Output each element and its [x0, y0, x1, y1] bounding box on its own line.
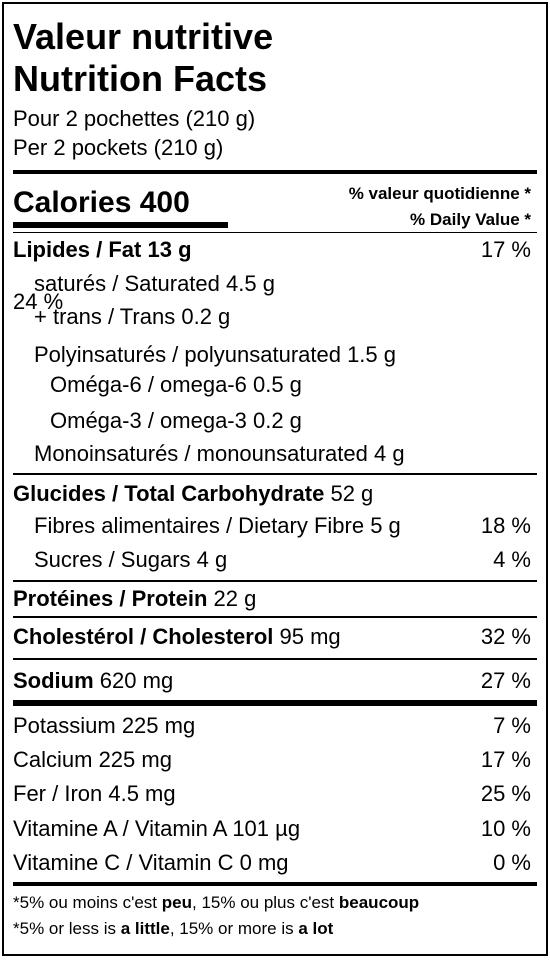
potassium-percent: 7 % [493, 713, 531, 738]
footnote-fr: *5% ou moins c'est peu, 15% ou plus c'es… [13, 893, 420, 912]
protein-label: Protéines / Protein [13, 586, 208, 611]
iron-percent: 25 % [480, 781, 531, 806]
sodium-label: Sodium [13, 668, 94, 693]
cholesterol-row: Cholestérol / Cholesterol 95 mg 32 % [13, 621, 531, 653]
daily-value-header-en: % Daily Value * [410, 210, 531, 229]
thick-divider [13, 882, 537, 886]
footnote-en: *5% or less is a little, 15% or more is … [13, 919, 334, 938]
cholesterol-label: Cholestérol / Cholesterol [13, 624, 274, 649]
protein-amount: 22 g [213, 586, 257, 611]
fibre-row: Fibres alimentaires / Dietary Fibre 5 g … [34, 510, 531, 542]
list-item: Vitamine A / Vitamin A 101 µg 10 % [13, 813, 531, 845]
calories: Calories 400 [13, 186, 190, 219]
iron-label: Fer / Iron 4.5 mg [13, 781, 176, 806]
serving-size-fr: Pour 2 pochettes (210 g) [13, 106, 256, 131]
fibre-label: Fibres alimentaires / Dietary Fibre 5 g [34, 513, 401, 538]
divider [13, 616, 537, 618]
sugars-percent: 4 % [493, 547, 531, 572]
fat-label: Lipides / Fat [13, 237, 142, 262]
carbohydrate-row: Glucides / Total Carbohydrate 52 g [13, 478, 531, 510]
vitamin-a-percent: 10 % [480, 816, 531, 841]
divider [13, 473, 537, 475]
sugars-label: Sucres / Sugars 4 g [34, 547, 228, 572]
cholesterol-amount: 95 mg [279, 624, 341, 649]
sodium-amount: 620 mg [99, 668, 174, 693]
cholesterol-percent: 32 % [480, 624, 531, 649]
divider [13, 232, 537, 233]
fibre-percent: 18 % [480, 513, 531, 538]
list-item: Fer / Iron 4.5 mg 25 % [13, 778, 531, 810]
list-item: Vitamine C / Vitamin C 0 mg 0 % [13, 847, 531, 879]
polyunsaturated-fat: Polyinsaturés / polyunsaturated 1.5 g [34, 342, 397, 367]
vitamin-c-label: Vitamine C / Vitamin C 0 mg [13, 850, 289, 875]
potassium-label: Potassium 225 mg [13, 713, 196, 738]
sodium-row: Sodium 620 mg 27 % [13, 665, 531, 697]
thick-divider [13, 170, 537, 174]
title-fr: Valeur nutritive [13, 16, 274, 57]
fat-row: Lipides / Fat 13 g 17 % [13, 234, 531, 266]
calories-underline [13, 222, 228, 228]
carbohydrate-label: Glucides / Total Carbohydrate [13, 481, 325, 506]
sodium-percent: 27 % [480, 668, 531, 693]
list-item: Calcium 225 mg 17 % [13, 744, 531, 776]
vitamin-a-label: Vitamine A / Vitamin A 101 µg [13, 816, 301, 841]
serving-size-en: Per 2 pockets (210 g) [13, 135, 224, 160]
fat-amount: 13 g [147, 237, 192, 262]
saturated-fat: saturés / Saturated 4.5 g [34, 271, 275, 296]
divider [13, 580, 537, 582]
daily-value-header-fr: % valeur quotidienne * [348, 184, 531, 203]
monounsaturated-fat: Monoinsaturés / monounsaturated 4 g [34, 441, 405, 466]
fat-percent: 17 % [480, 237, 531, 262]
title-en: Nutrition Facts [13, 58, 268, 99]
divider [13, 658, 537, 660]
carbohydrate-amount: 52 g [330, 481, 374, 506]
thick-divider [13, 700, 537, 706]
list-item: Potassium 225 mg 7 % [13, 710, 531, 742]
trans-fat: + trans / Trans 0.2 g [34, 304, 231, 329]
omega-6: Oméga-6 / omega-6 0.5 g [50, 372, 302, 397]
sugars-row: Sucres / Sugars 4 g 4 % [34, 544, 531, 576]
vitamin-c-percent: 0 % [493, 850, 531, 875]
protein-row: Protéines / Protein 22 g [13, 583, 531, 615]
sat-trans-percent: 24 % [13, 289, 64, 314]
calcium-percent: 17 % [480, 747, 531, 772]
omega-3: Oméga-3 / omega-3 0.2 g [50, 408, 302, 433]
calcium-label: Calcium 225 mg [13, 747, 172, 772]
